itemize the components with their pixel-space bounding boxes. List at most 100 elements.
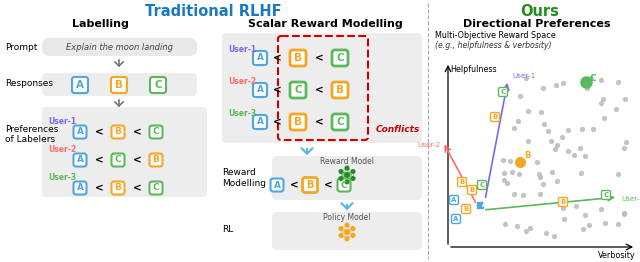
FancyBboxPatch shape xyxy=(253,83,267,97)
Text: Explain the moon landing: Explain the moon landing xyxy=(65,42,173,52)
FancyBboxPatch shape xyxy=(467,185,477,194)
Text: A: A xyxy=(257,53,264,63)
Text: C: C xyxy=(336,53,344,63)
Text: User-1: User-1 xyxy=(228,46,256,54)
Text: User-1: User-1 xyxy=(48,117,76,127)
FancyBboxPatch shape xyxy=(337,178,351,192)
Text: A: A xyxy=(257,117,264,127)
FancyBboxPatch shape xyxy=(111,154,125,166)
Text: User-2: User-2 xyxy=(228,78,256,86)
Text: C: C xyxy=(153,128,159,137)
FancyBboxPatch shape xyxy=(559,198,568,206)
Text: A: A xyxy=(77,183,83,193)
FancyBboxPatch shape xyxy=(150,125,163,139)
Text: Preferences: Preferences xyxy=(5,125,58,134)
Text: User-2: User-2 xyxy=(48,145,76,155)
Text: <: < xyxy=(324,180,332,190)
FancyBboxPatch shape xyxy=(74,125,86,139)
Text: <: < xyxy=(273,85,282,95)
Text: B: B xyxy=(115,183,122,193)
Text: (e.g., helpfulness & verbosity): (e.g., helpfulness & verbosity) xyxy=(435,41,552,51)
Text: Labelling: Labelling xyxy=(72,19,129,29)
FancyBboxPatch shape xyxy=(111,77,127,93)
Text: B: B xyxy=(463,206,468,212)
FancyBboxPatch shape xyxy=(150,77,166,93)
Text: A: A xyxy=(453,216,459,222)
Text: B: B xyxy=(115,128,122,137)
Text: B: B xyxy=(524,151,531,160)
FancyBboxPatch shape xyxy=(303,177,317,193)
Text: B: B xyxy=(294,117,302,127)
FancyBboxPatch shape xyxy=(458,177,467,187)
Circle shape xyxy=(351,170,355,173)
Text: C: C xyxy=(336,117,344,127)
Circle shape xyxy=(351,234,355,237)
FancyBboxPatch shape xyxy=(42,73,197,96)
Text: User-1: User-1 xyxy=(512,73,535,79)
Text: of Labelers: of Labelers xyxy=(5,135,55,145)
FancyBboxPatch shape xyxy=(499,88,508,96)
Circle shape xyxy=(339,170,343,173)
Text: C: C xyxy=(115,156,122,165)
Text: B: B xyxy=(561,199,566,205)
Text: Policy Model: Policy Model xyxy=(323,214,371,222)
FancyBboxPatch shape xyxy=(111,182,125,194)
FancyBboxPatch shape xyxy=(272,156,422,200)
Text: B: B xyxy=(492,114,498,120)
Circle shape xyxy=(345,223,349,227)
FancyBboxPatch shape xyxy=(332,114,348,130)
Text: A: A xyxy=(257,85,264,95)
Text: <: < xyxy=(315,117,323,127)
Text: User-3: User-3 xyxy=(228,110,256,118)
Text: A: A xyxy=(482,200,488,209)
Text: <: < xyxy=(315,53,323,63)
FancyBboxPatch shape xyxy=(290,82,306,98)
Text: A: A xyxy=(77,156,83,165)
Text: C: C xyxy=(294,85,302,95)
Text: User-3: User-3 xyxy=(621,196,640,202)
FancyBboxPatch shape xyxy=(150,182,163,194)
Text: Reward Model: Reward Model xyxy=(320,157,374,166)
Text: <: < xyxy=(132,155,141,165)
FancyBboxPatch shape xyxy=(290,114,306,130)
Text: B: B xyxy=(336,85,344,95)
Text: Directional Preferences: Directional Preferences xyxy=(463,19,611,29)
Circle shape xyxy=(339,177,343,180)
FancyBboxPatch shape xyxy=(271,178,284,192)
Circle shape xyxy=(345,180,349,184)
Circle shape xyxy=(345,173,349,177)
Text: <: < xyxy=(95,155,104,165)
FancyBboxPatch shape xyxy=(150,154,163,166)
Text: B: B xyxy=(307,180,314,190)
FancyBboxPatch shape xyxy=(222,33,422,143)
Circle shape xyxy=(351,227,355,230)
Text: C: C xyxy=(154,80,162,90)
Text: B: B xyxy=(460,179,465,185)
Text: B: B xyxy=(469,187,475,193)
FancyBboxPatch shape xyxy=(74,154,86,166)
FancyBboxPatch shape xyxy=(253,51,267,65)
Text: B: B xyxy=(152,156,159,165)
Circle shape xyxy=(345,237,349,241)
FancyBboxPatch shape xyxy=(449,195,458,205)
Text: A: A xyxy=(273,181,280,189)
FancyBboxPatch shape xyxy=(290,50,306,66)
FancyBboxPatch shape xyxy=(42,107,207,197)
Text: <: < xyxy=(315,85,323,95)
Text: User-2: User-2 xyxy=(418,142,441,148)
FancyBboxPatch shape xyxy=(602,190,611,199)
Text: Ours: Ours xyxy=(520,4,559,19)
Text: Traditional RLHF: Traditional RLHF xyxy=(145,4,282,19)
FancyBboxPatch shape xyxy=(490,112,499,122)
Text: Reward
Modelling: Reward Modelling xyxy=(222,168,266,188)
Text: Multi-Objective Reward Space: Multi-Objective Reward Space xyxy=(435,31,556,41)
Text: C: C xyxy=(153,183,159,193)
Circle shape xyxy=(351,177,355,180)
Text: Helpfulness: Helpfulness xyxy=(450,65,497,74)
Text: B: B xyxy=(115,80,123,90)
FancyBboxPatch shape xyxy=(253,115,267,129)
Text: C: C xyxy=(590,74,596,83)
FancyBboxPatch shape xyxy=(272,212,422,250)
Text: Scalar Reward Modelling: Scalar Reward Modelling xyxy=(248,19,403,29)
Text: <: < xyxy=(95,183,104,193)
